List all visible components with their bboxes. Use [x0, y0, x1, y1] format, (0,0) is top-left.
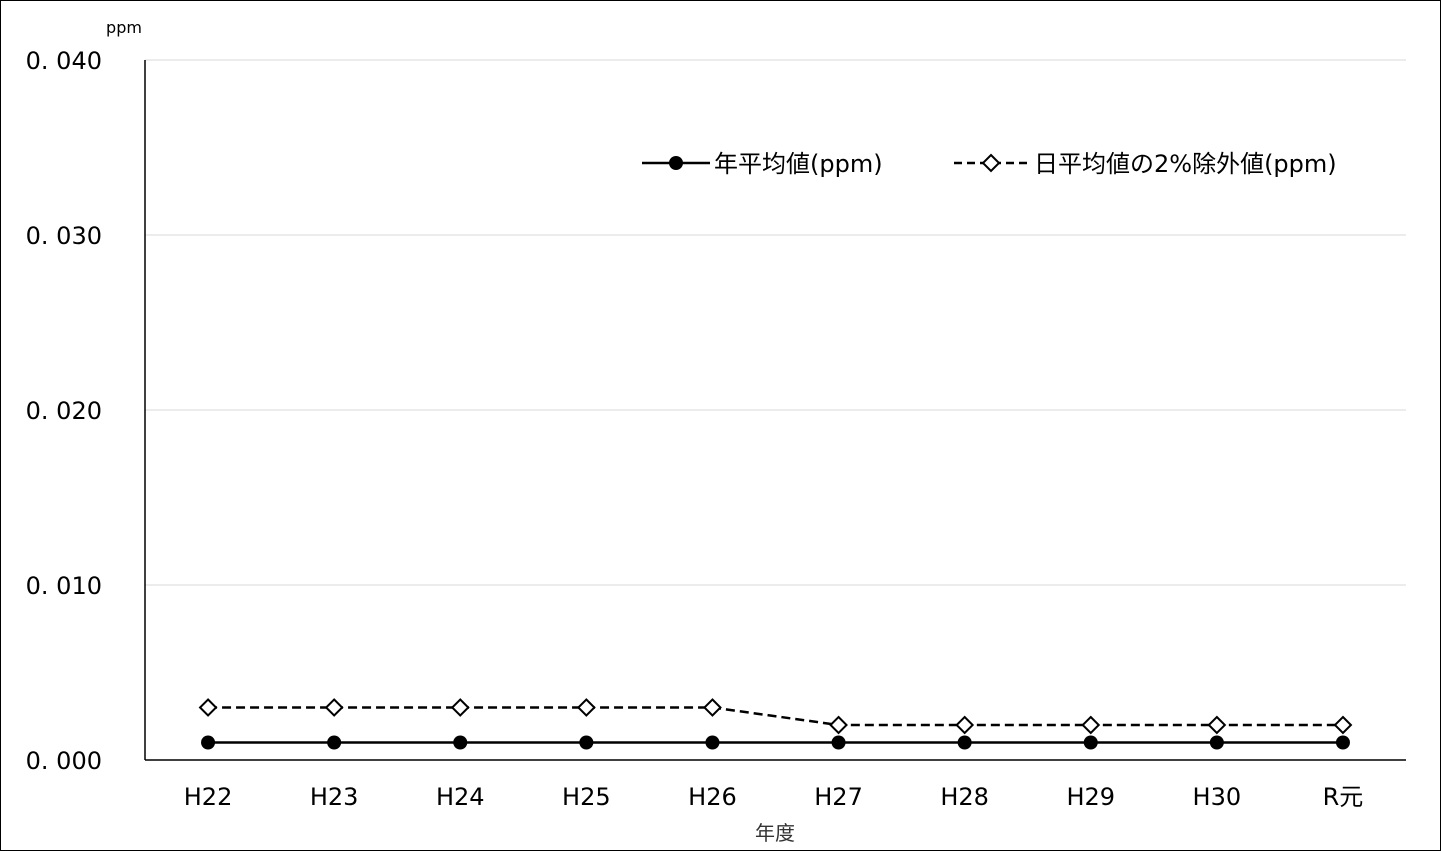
series-1-point-1 — [324, 698, 344, 717]
series-0 — [201, 735, 1350, 750]
series-0-point-9 — [1335, 735, 1350, 750]
series-0-point-1 — [327, 735, 342, 750]
series-1-point-0 — [198, 698, 218, 717]
series-0-point-4 — [705, 735, 720, 750]
x-tick-label-6: H28 — [940, 783, 989, 811]
y-axis-tick-labels: 0. 000 0. 010 0. 020 0. 030 0. 040 — [26, 47, 102, 775]
x-tick-label-5: H27 — [814, 783, 863, 811]
y-tick-label-3: 0. 030 — [26, 222, 102, 250]
series-0-point-8 — [1209, 735, 1224, 750]
legend-item-1: 日平均値の2%除外値(ppm) — [954, 150, 1337, 178]
x-tick-label-3: H25 — [562, 783, 611, 811]
series-0-point-2 — [453, 735, 468, 750]
series-1 — [198, 698, 1353, 735]
series-1-point-9 — [1333, 715, 1353, 735]
legend-swatch-marker-0 — [669, 156, 683, 170]
y-tick-label-0: 0. 000 — [26, 747, 102, 775]
x-axis-tick-labels: H22 H23 H24 H25 H26 H27 H28 H29 H30 R元 — [184, 783, 1364, 811]
y-tick-label-1: 0. 010 — [26, 572, 102, 600]
series-0-point-3 — [579, 735, 594, 750]
series-0-point-0 — [201, 735, 216, 750]
legend-label-0: 年平均値(ppm) — [714, 150, 883, 178]
series-0-point-5 — [831, 735, 846, 750]
series-0-point-7 — [1083, 735, 1098, 750]
series-1-point-4 — [703, 698, 722, 717]
x-tick-label-8: H30 — [1193, 783, 1242, 811]
series-0-point-6 — [957, 735, 972, 750]
legend-swatch-marker-1 — [981, 153, 1001, 173]
legend: 年平均値(ppm) 日平均値の2%除外値(ppm) — [642, 150, 1337, 178]
legend-item-0: 年平均値(ppm) — [642, 150, 883, 178]
series-layer — [198, 698, 1353, 750]
x-axis-title: 年度 — [755, 821, 795, 845]
y-axis-unit-label: ppm — [106, 18, 142, 37]
series-1-point-8 — [1207, 715, 1227, 735]
axes — [144, 60, 1406, 761]
x-tick-label-0: H22 — [184, 783, 233, 811]
x-tick-label-4: H26 — [688, 783, 737, 811]
y-tick-label-2: 0. 020 — [26, 397, 102, 425]
x-tick-label-1: H23 — [310, 783, 359, 811]
series-1-point-2 — [450, 698, 470, 717]
x-tick-label-2: H24 — [436, 783, 485, 811]
series-1-point-7 — [1081, 715, 1101, 735]
grid-lines — [145, 59, 1406, 586]
legend-label-1: 日平均値の2%除外値(ppm) — [1034, 150, 1337, 178]
x-tick-label-9: R元 — [1323, 783, 1364, 811]
series-1-point-6 — [955, 715, 975, 735]
series-1-point-5 — [829, 715, 848, 735]
series-line-1 — [208, 706, 1343, 727]
series-1-point-3 — [576, 698, 596, 717]
x-tick-label-7: H29 — [1066, 783, 1115, 811]
y-tick-label-4: 0. 040 — [26, 47, 102, 75]
